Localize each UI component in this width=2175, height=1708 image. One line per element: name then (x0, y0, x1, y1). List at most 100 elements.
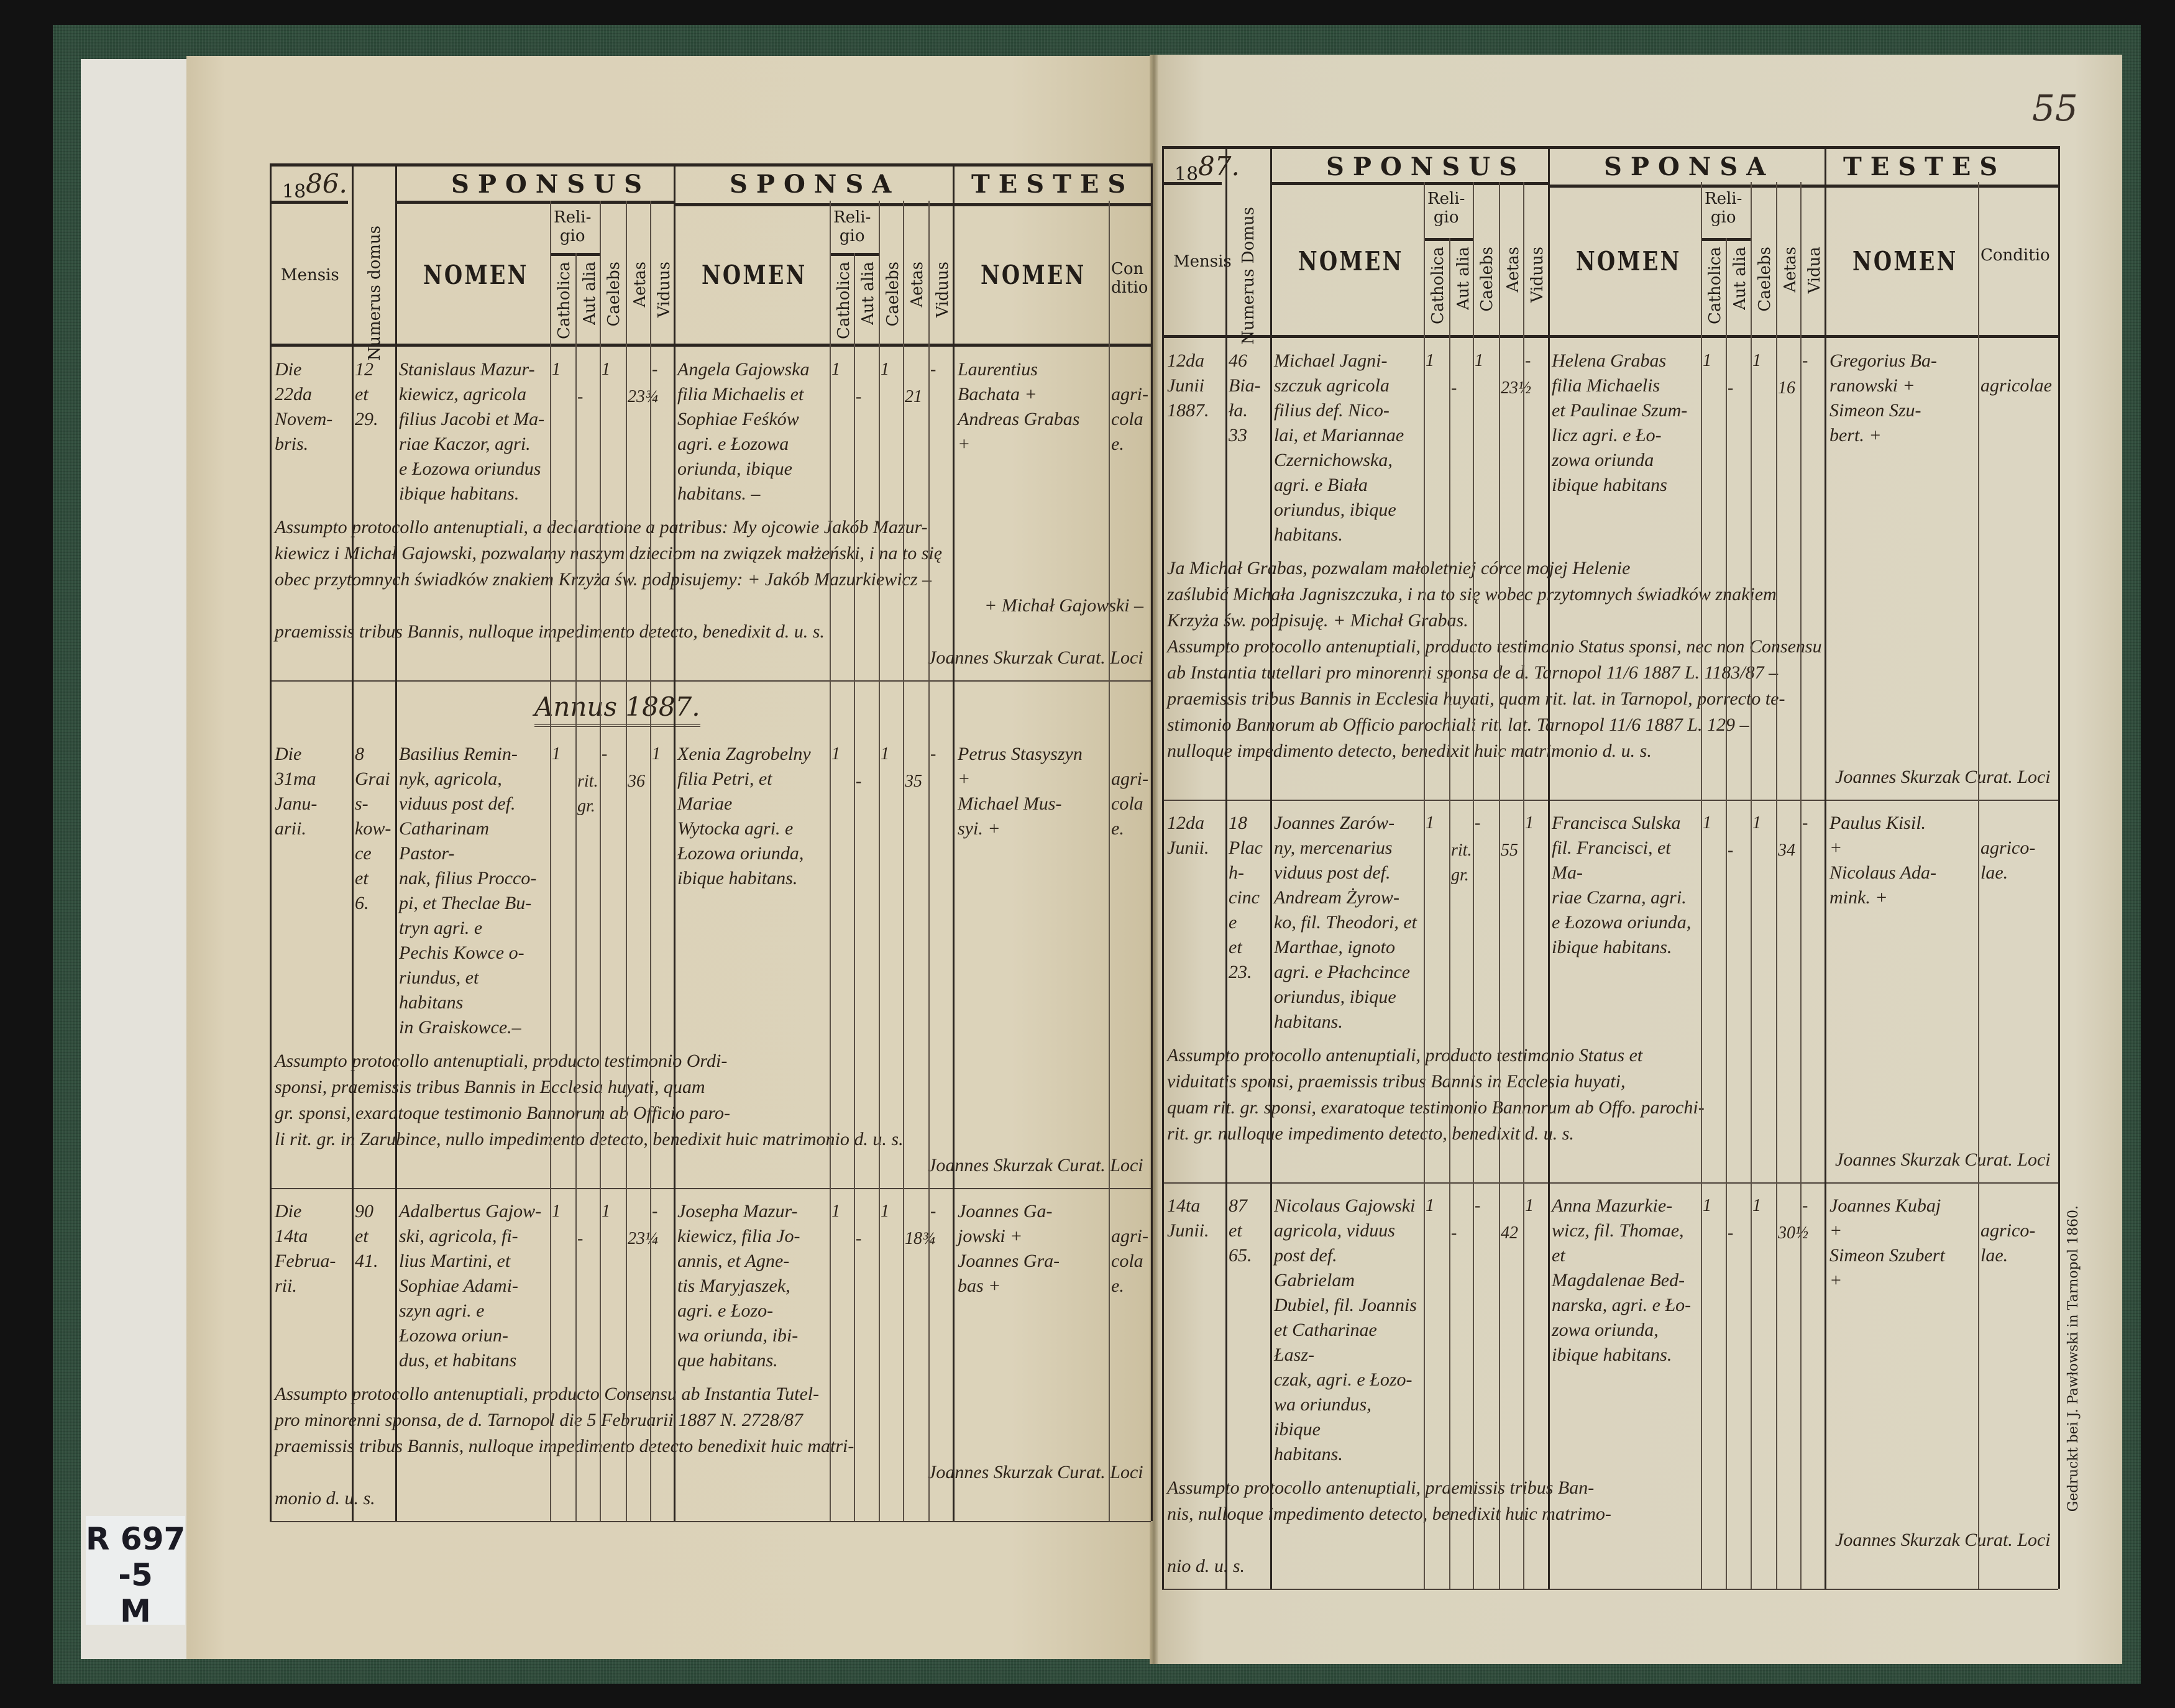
table-bottom-rule (270, 1521, 1151, 1522)
column-rule (1270, 146, 1272, 1589)
header-religio: Reli- gio (1427, 190, 1465, 227)
column-rule (1225, 146, 1227, 1589)
header-caelebs: Caelebs (605, 262, 623, 327)
header-sponsus: SPONSUS (451, 170, 651, 199)
header-testes-nomen: NOMEN (1852, 246, 1958, 276)
header-aetas: Aetas (1781, 247, 1800, 293)
entry-note-line: ab Instantia tutellari pro minorenni spo… (1167, 662, 1779, 683)
header-testes: TESTES (971, 170, 1135, 199)
entry-caelebs: 1 (602, 360, 610, 379)
entry-s-vidua: - (930, 360, 936, 379)
header-numerus-domus: Numerus Domus (1239, 207, 1258, 345)
column-rule (1523, 182, 1524, 1589)
entry-sponsa-name: Josepha Mazur- kiewicz, filia Jo- annis,… (677, 1201, 800, 1371)
column-rule (1151, 163, 1153, 1521)
column-rule (674, 163, 675, 1521)
header-viduus: Viduus (933, 262, 952, 318)
entry-aut-alia: rit. gr. (577, 772, 598, 816)
entry-catholica: 1 (552, 360, 561, 379)
column-rule (1701, 182, 1702, 1589)
column-rule (650, 201, 651, 1521)
header-caelebs: Caelebs (1756, 247, 1774, 312)
header-catholica: Catholica (555, 262, 574, 339)
header-mensis: Mensis (1173, 252, 1232, 271)
column-rule (1473, 182, 1474, 1589)
column-rule (1726, 238, 1727, 1589)
entry-sponsa-name: Francisca Sulska fil. Francisci, et Ma- … (1552, 813, 1692, 957)
entry-s-vidua: - (930, 1202, 936, 1221)
header-vidua: Vidua (1805, 247, 1824, 294)
entry-aetas: 42 (1501, 1223, 1518, 1243)
entry-note-line: praemissis tribus Bannis in Ecclesia huy… (1167, 688, 1785, 709)
entry-catholica: 1 (1426, 813, 1434, 833)
entry-testes: Paulus Kisil. + Nicolaus Ada- mink. + (1829, 813, 1936, 908)
entry-conditio: agricolae (1980, 375, 2052, 396)
header-catholica: Catholica (1429, 247, 1447, 324)
entry-mensis: 12da Junii. (1167, 813, 1209, 858)
entry-signature: Joannes Skurzak Curat. Loci (928, 1155, 1143, 1176)
entry-domus: 12 et 29. (355, 359, 378, 429)
year-suffix: 86. (306, 168, 347, 199)
column-rule (928, 201, 930, 1521)
entry-note-line: viduitatis sponsi, praemissis tribus Ban… (1167, 1071, 1626, 1092)
entry-aut-alia: - (577, 1229, 584, 1248)
header-aetas: Aetas (1504, 247, 1522, 293)
header-mensis: Mensis (281, 266, 339, 285)
entry-note-line: Krzyża św. podpisuję. + Michał Grabas. (1167, 610, 1468, 631)
entry-s-catholica: 1 (831, 1202, 840, 1221)
entry-mensis: 14ta Junii. (1167, 1195, 1209, 1241)
entry-aetas: 23¼ (628, 1229, 658, 1248)
entry-viduus: - (1525, 351, 1531, 370)
entry-aetas: 23¾ (628, 387, 658, 406)
entry-s-aut_alia: - (856, 1229, 862, 1248)
column-rule (270, 163, 272, 1521)
printer-imprint: Gedruckt bei J. Pawłowski in Tarnopol 18… (2066, 1205, 2081, 1512)
entry-aetas: 55 (1501, 841, 1518, 860)
entry-conditio: agri- colae. (1111, 384, 1148, 454)
entry-note-line: li rit. gr. in Zarubince, nullo impedime… (275, 1129, 904, 1149)
entry-testes: Gregorius Ba- ranowski + Simeon Szu- ber… (1829, 350, 1938, 445)
column-rule (1751, 182, 1752, 1589)
column-rule (575, 253, 577, 1521)
entry-viduus: - (652, 1202, 658, 1221)
column-rule (903, 201, 904, 1521)
entry-note-line: zaślubić Michała Jagniszczuka, i na to s… (1167, 584, 1777, 605)
entry-sponsus-name: Adalbertus Gajow- ski, agricola, fi- liu… (399, 1201, 542, 1371)
entry-note-line: stimonio Bannorum ab Officio parochiali … (1167, 715, 1749, 735)
header-caelebs: Caelebs (884, 262, 902, 327)
entry-note-line: rit. gr. nulloque impedimento detecto, b… (1167, 1123, 1574, 1144)
column-rule (1548, 146, 1550, 1589)
entry-s-aetas: 34 (1778, 841, 1795, 860)
entry-aut-alia: rit. gr. (1451, 841, 1472, 885)
year-prefix: 18 (1174, 163, 1199, 185)
entry-s-aut_alia: - (1728, 841, 1734, 860)
entry-note-line: nis, nulloque impedimento detecto, bened… (1167, 1504, 1611, 1524)
header-aetas: Aetas (631, 262, 649, 308)
religio-rule (550, 253, 600, 256)
entry-note-line: nulloque impedimento detecto, benedixit … (1167, 741, 1652, 761)
entry-viduus: - (652, 360, 658, 379)
entry-sponsus-name: Stanislaus Mazur- kiewicz, agricola fili… (399, 359, 545, 504)
entry-s-aut_alia: - (856, 772, 862, 791)
entry-note-line: monio d. u. s. (275, 1488, 375, 1509)
entry-s-catholica: 1 (831, 360, 840, 379)
entry-sponsa-name: Angela Gajowska filia Michaelis et Sophi… (677, 359, 810, 504)
entry-sponsus-name: Michael Jagni- szczuk agricola filius de… (1274, 350, 1404, 545)
entry-s-catholica: 1 (1703, 351, 1711, 370)
header-bottom-rule (1162, 335, 2058, 338)
entry-testes: Joannes Kubaj + Simeon Szubert + (1829, 1195, 1945, 1290)
religio-rule (1424, 238, 1473, 241)
entry-s-caelebs: 1 (1752, 813, 1761, 833)
entry-note-line: praemissis tribus Bannis, nulloque imped… (275, 1436, 854, 1456)
header-sponsa: SPONSA (730, 170, 900, 199)
year-rule (1162, 182, 1222, 185)
header-sponsus: SPONSUS (1326, 152, 1526, 181)
entry-conditio: agrico- lae. (1980, 1220, 2036, 1266)
entry-s-aetas: 16 (1778, 378, 1795, 398)
entry-caelebs: - (1475, 1196, 1481, 1215)
entry-divider (1162, 1182, 2058, 1184)
column-rule (1109, 201, 1110, 1521)
entry-aetas: 23½ (1501, 378, 1531, 398)
column-rule (1449, 238, 1450, 1589)
entry-divider (1162, 800, 2058, 801)
